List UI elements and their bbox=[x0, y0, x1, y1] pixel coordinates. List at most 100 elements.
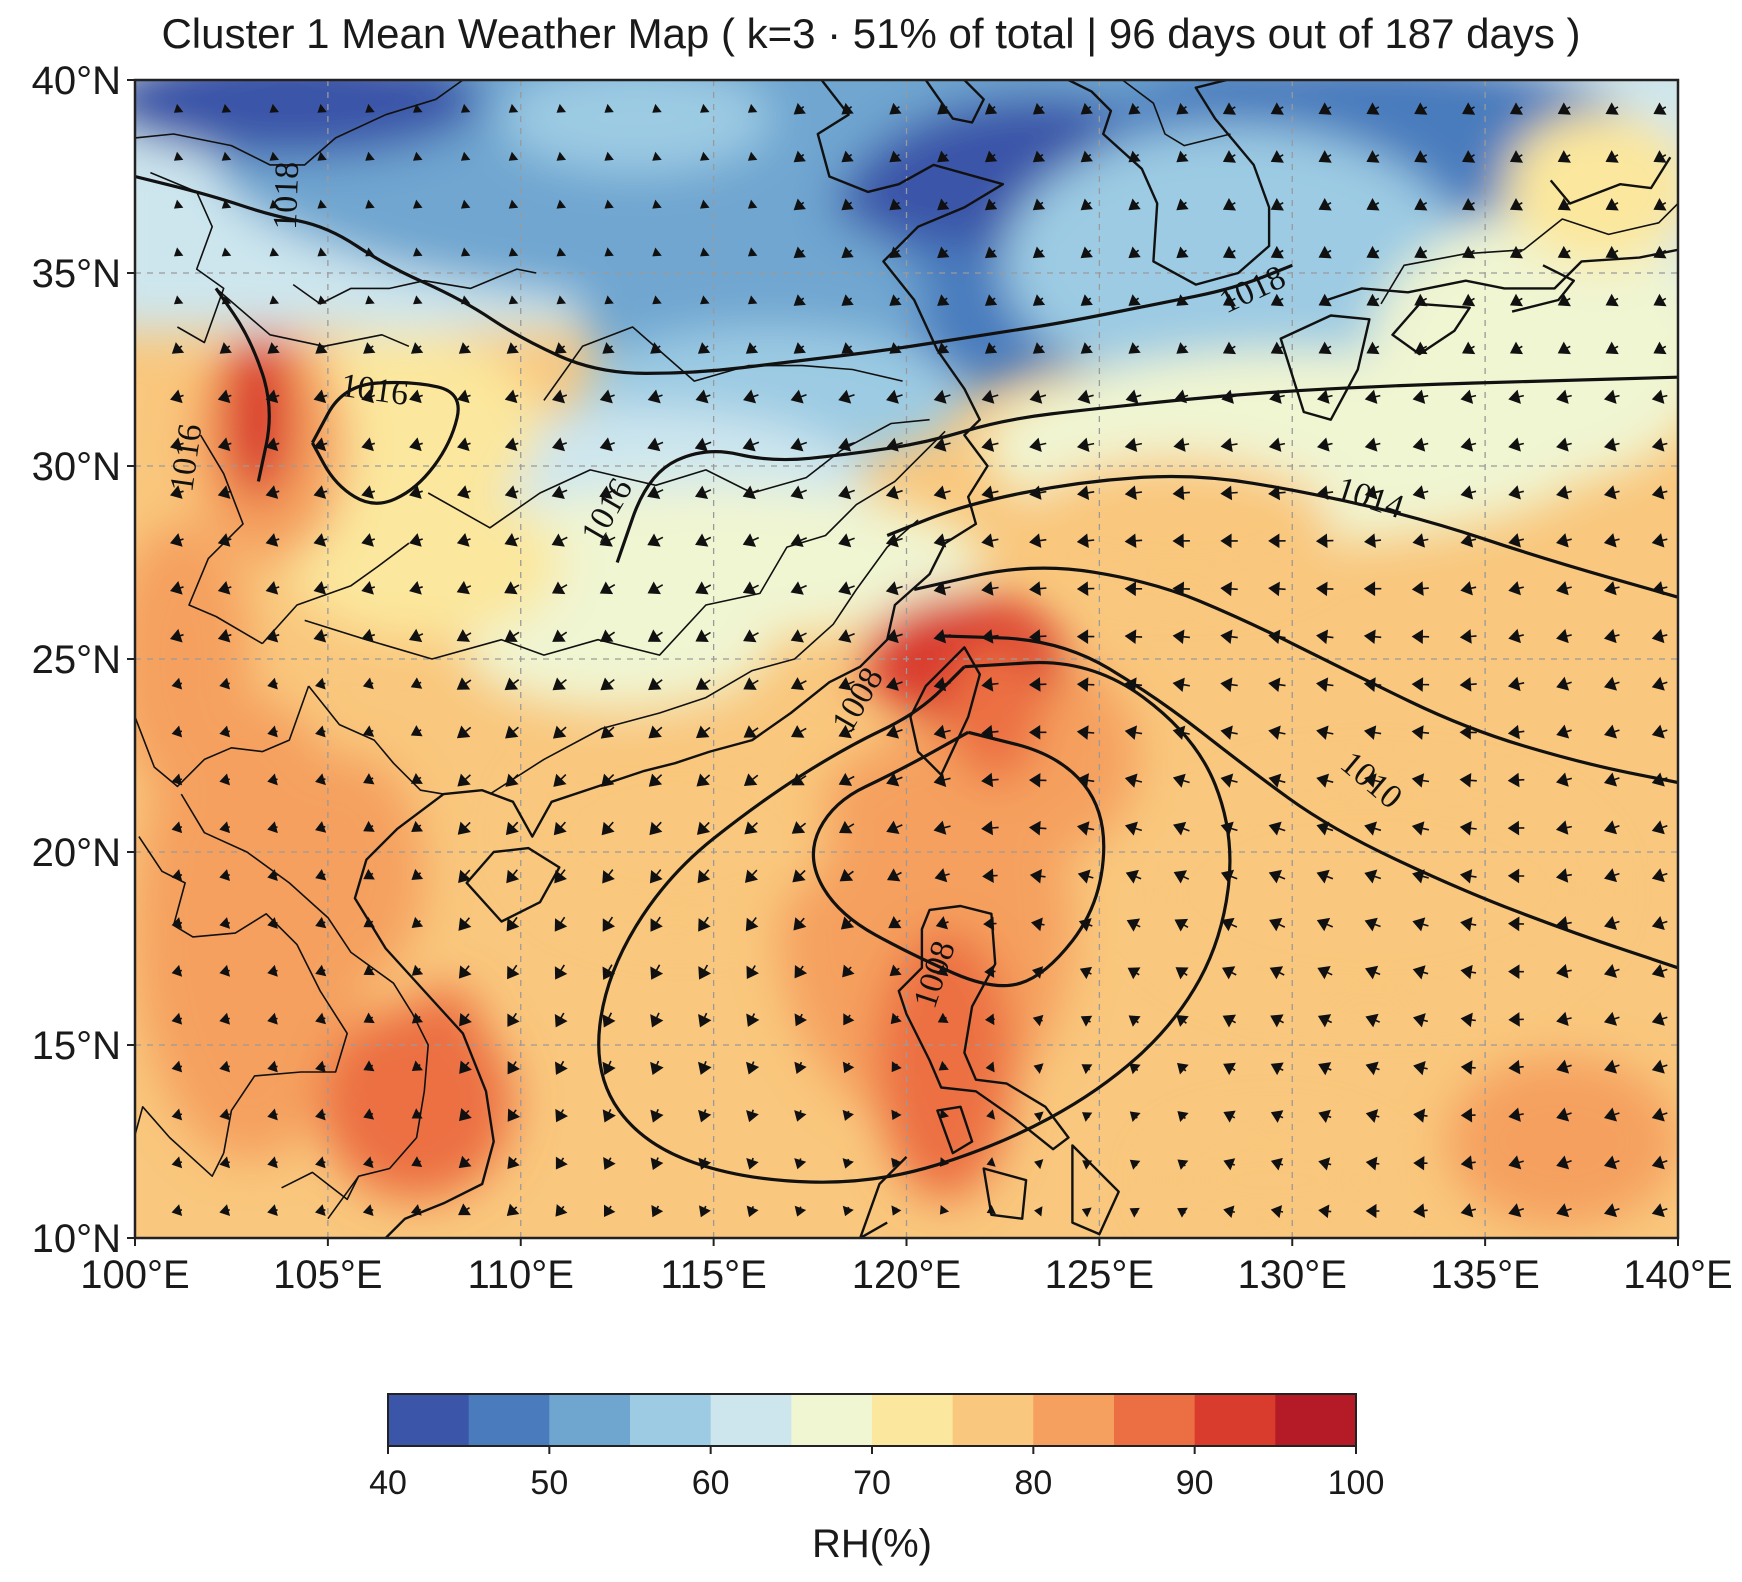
wind-arrow bbox=[842, 1205, 854, 1217]
wind-arrow bbox=[1364, 821, 1382, 836]
wind-arrow bbox=[700, 295, 710, 305]
wind-arrow bbox=[173, 295, 184, 305]
wind-arrow bbox=[267, 725, 278, 738]
wind-arrow bbox=[838, 485, 855, 500]
border-line bbox=[135, 1106, 225, 1177]
colorbar-cell bbox=[872, 1394, 954, 1446]
wind-arrow bbox=[411, 868, 424, 881]
wind-arrow bbox=[1316, 629, 1334, 645]
wind-arrow bbox=[1172, 485, 1190, 501]
wind-arrow bbox=[551, 533, 568, 547]
wind-arrow bbox=[647, 389, 663, 404]
wind-arrow bbox=[1173, 437, 1190, 452]
wind-arrow bbox=[794, 1061, 807, 1074]
wind-arrow bbox=[885, 629, 903, 644]
wind-arrow bbox=[265, 628, 280, 643]
wind-arrow bbox=[554, 1060, 568, 1075]
wind-arrow bbox=[1076, 485, 1095, 501]
wind-arrow bbox=[793, 198, 806, 211]
wind-arrow bbox=[1124, 437, 1143, 452]
wind-arrow bbox=[695, 533, 712, 547]
wind-arrow bbox=[457, 485, 471, 499]
wind-arrow bbox=[696, 773, 711, 787]
wind-arrow bbox=[602, 1060, 616, 1076]
wind-arrow bbox=[1128, 1015, 1141, 1027]
wind-arrow bbox=[1176, 246, 1189, 259]
wind-arrow bbox=[1508, 628, 1524, 644]
wind-arrow bbox=[1318, 245, 1332, 259]
wind-arrow bbox=[459, 1108, 472, 1122]
wind-arrow bbox=[650, 342, 663, 354]
wind-arrow bbox=[410, 342, 424, 354]
wind-arrow bbox=[1605, 341, 1619, 355]
wind-arrow bbox=[1220, 773, 1238, 788]
wind-arrow bbox=[1029, 533, 1047, 548]
wind-arrow bbox=[838, 437, 855, 452]
wind-arrow bbox=[313, 628, 328, 643]
wind-arrow bbox=[409, 580, 423, 595]
wind-arrow bbox=[937, 246, 950, 259]
wind-arrow bbox=[507, 1061, 520, 1075]
wind-arrow bbox=[1603, 437, 1620, 452]
wind-arrow bbox=[697, 342, 711, 354]
wind-arrow bbox=[1270, 1205, 1284, 1219]
wind-arrow bbox=[1364, 533, 1382, 548]
wind-arrow bbox=[1128, 342, 1141, 354]
wind-arrow bbox=[556, 199, 567, 209]
wind-arrow bbox=[411, 916, 424, 928]
wind-arrow bbox=[413, 295, 423, 305]
wind-arrow bbox=[889, 964, 902, 977]
wind-arrow bbox=[556, 247, 567, 257]
wind-arrow bbox=[743, 677, 759, 690]
wind-arrow bbox=[935, 916, 949, 930]
wind-arrow bbox=[219, 1012, 231, 1025]
wind-arrow bbox=[1176, 342, 1189, 354]
wind-arrow bbox=[1460, 964, 1477, 980]
latitude-axis: 40°N 35°N 30°N 25°N 20°N 15°N 10°N bbox=[32, 59, 135, 1261]
wind-arrow bbox=[1651, 820, 1668, 835]
wind-arrow bbox=[315, 342, 328, 354]
wind-arrow bbox=[791, 821, 807, 834]
wind-arrow bbox=[411, 1156, 423, 1167]
border-line bbox=[543, 326, 903, 401]
wind-arrow bbox=[599, 389, 615, 404]
wind-arrow bbox=[1128, 198, 1141, 211]
wind-arrow bbox=[1124, 485, 1143, 501]
isobar-label: 1018 bbox=[267, 161, 306, 230]
wind-arrow bbox=[650, 1060, 664, 1076]
wind-arrow bbox=[1555, 820, 1572, 835]
wind-arrow bbox=[694, 485, 712, 500]
wind-arrow bbox=[1604, 772, 1620, 787]
wind-arrow bbox=[745, 869, 759, 883]
wind-arrow bbox=[1462, 150, 1476, 163]
wind-arrow bbox=[552, 677, 567, 691]
isobar-1018-north bbox=[135, 174, 1293, 375]
wind-arrow bbox=[551, 581, 568, 595]
wind-arrow bbox=[221, 247, 232, 257]
wind-arrow bbox=[602, 916, 616, 932]
wind-arrow bbox=[363, 342, 376, 354]
wind-arrow bbox=[1414, 198, 1428, 211]
wind-arrow bbox=[1653, 150, 1667, 163]
wind-arrow bbox=[460, 247, 471, 257]
wind-arrow bbox=[1604, 916, 1620, 931]
wind-arrow bbox=[1603, 963, 1620, 978]
wind-arrow bbox=[1223, 1158, 1236, 1171]
wind-arrow bbox=[1220, 437, 1238, 453]
wind-arrow bbox=[695, 389, 711, 404]
map-title: Cluster 1 Mean Weather Map ( k=3 · 51% o… bbox=[161, 10, 1581, 57]
wind-arrow bbox=[1460, 916, 1477, 932]
wind-arrow bbox=[1556, 485, 1572, 500]
wind-arrow bbox=[1555, 772, 1572, 787]
border-line bbox=[135, 80, 464, 166]
wind-arrow bbox=[743, 629, 759, 643]
wind-arrow bbox=[217, 580, 232, 595]
wind-arrow bbox=[1318, 150, 1332, 163]
wind-arrow bbox=[363, 964, 375, 976]
wind-arrow bbox=[886, 389, 903, 404]
wind-arrow bbox=[985, 1061, 995, 1073]
wind-arrow bbox=[1460, 437, 1477, 452]
wind-arrow bbox=[1459, 677, 1477, 692]
wind-arrow bbox=[790, 581, 807, 595]
wind-arrow bbox=[1316, 677, 1334, 692]
